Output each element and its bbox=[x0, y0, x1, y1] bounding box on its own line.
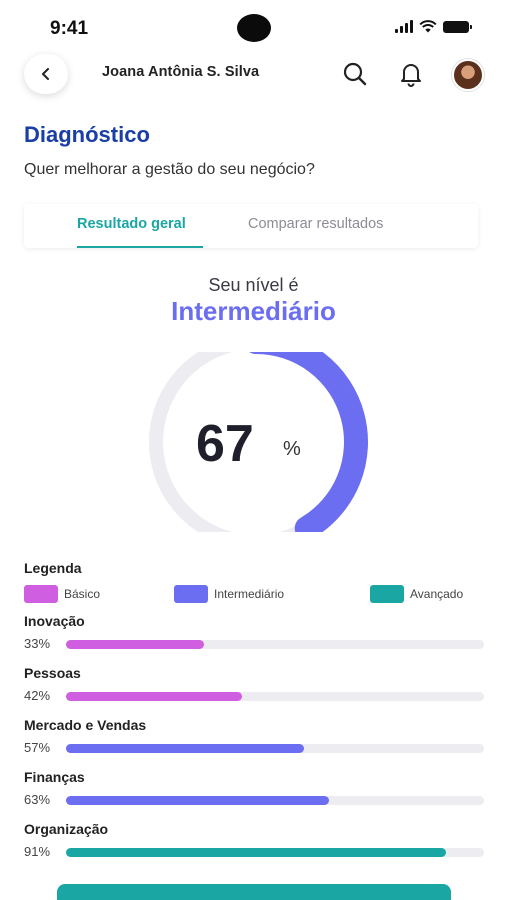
category-bar-track-organizacao bbox=[66, 848, 484, 857]
level-label: Seu nível é bbox=[208, 275, 299, 295]
category-bar-track-financas bbox=[66, 796, 484, 805]
category-name-mercado-e-vendas: Mercado e Vendas bbox=[24, 717, 147, 733]
category-percent-mercado-e-vendas: 57% bbox=[24, 740, 51, 755]
category-bar-fill-pessoas bbox=[66, 692, 242, 701]
category-name-organizacao: Organização bbox=[24, 821, 109, 837]
wifi-icon bbox=[419, 20, 437, 33]
legend-item-avancado: Avançado bbox=[370, 585, 463, 603]
category-name-pessoas: Pessoas bbox=[24, 665, 81, 681]
level-donut-chart bbox=[149, 352, 368, 532]
user-name: Joana Antônia S. Silva bbox=[102, 64, 260, 80]
category-name-inovacao: Inovação bbox=[24, 613, 85, 629]
result-tabs: Resultado geral Comparar resultados bbox=[24, 204, 478, 248]
app-header: Joana Antônia S. Silva bbox=[0, 52, 507, 96]
category-percent-inovacao: 33% bbox=[24, 636, 51, 651]
avatar[interactable] bbox=[452, 59, 484, 91]
legend-item-basico: Básico bbox=[24, 585, 100, 603]
status-time: 9:41 bbox=[50, 18, 89, 39]
legend-swatch-avancado bbox=[370, 585, 404, 603]
category-percent-organizacao: 91% bbox=[24, 844, 51, 859]
category-percent-pessoas: 42% bbox=[24, 688, 51, 703]
category-bar-track-inovacao bbox=[66, 640, 484, 649]
status-icons bbox=[395, 20, 472, 33]
legend-item-intermediario: Intermediário bbox=[174, 585, 284, 603]
category-bar-fill-inovacao bbox=[66, 640, 204, 649]
page-title: Diagnóstico bbox=[24, 122, 150, 147]
signal-icon bbox=[395, 20, 413, 33]
level-percent-value: 67 bbox=[196, 415, 254, 473]
bell-icon bbox=[401, 64, 421, 87]
level-percent-symbol: % bbox=[283, 438, 301, 460]
category-name-financas: Finanças bbox=[24, 769, 85, 785]
category-bar-track-pessoas bbox=[66, 692, 484, 701]
status-bar: 9:41 bbox=[0, 0, 507, 52]
legend-swatch-basico bbox=[24, 585, 58, 603]
donut-progress-arc bbox=[249, 352, 368, 532]
category-bar-fill-financas bbox=[66, 796, 330, 805]
legend-title: Legenda bbox=[24, 560, 82, 576]
category-percent-financas: 63% bbox=[24, 792, 51, 807]
battery-icon bbox=[443, 20, 472, 33]
level-value: Intermediário bbox=[171, 296, 336, 326]
chevron-left-icon bbox=[42, 68, 49, 80]
legend-label-avancado: Avançado bbox=[410, 587, 464, 601]
tab-comparar-resultados[interactable]: Comparar resultados bbox=[248, 216, 384, 232]
search-button[interactable] bbox=[339, 58, 371, 90]
legend-swatch-intermediario bbox=[174, 585, 208, 603]
camera-cutout bbox=[237, 14, 271, 42]
tab-resultado-geral[interactable]: Resultado geral bbox=[77, 216, 186, 232]
legend-label-intermediario: Intermediário bbox=[214, 587, 285, 601]
page-subtitle: Quer melhorar a gestão do seu negócio? bbox=[24, 161, 315, 178]
tab-active-indicator bbox=[77, 246, 203, 248]
category-bar-fill-mercado-e-vendas bbox=[66, 744, 305, 753]
legend-label-basico: Básico bbox=[64, 587, 101, 601]
category-bar-fill-organizacao bbox=[66, 848, 447, 857]
bottom-action-button[interactable] bbox=[57, 884, 451, 900]
notifications-button[interactable] bbox=[395, 58, 427, 90]
back-button[interactable] bbox=[24, 54, 68, 94]
search-icon bbox=[343, 62, 367, 86]
category-bar-track-mercado-e-vendas bbox=[66, 744, 484, 753]
